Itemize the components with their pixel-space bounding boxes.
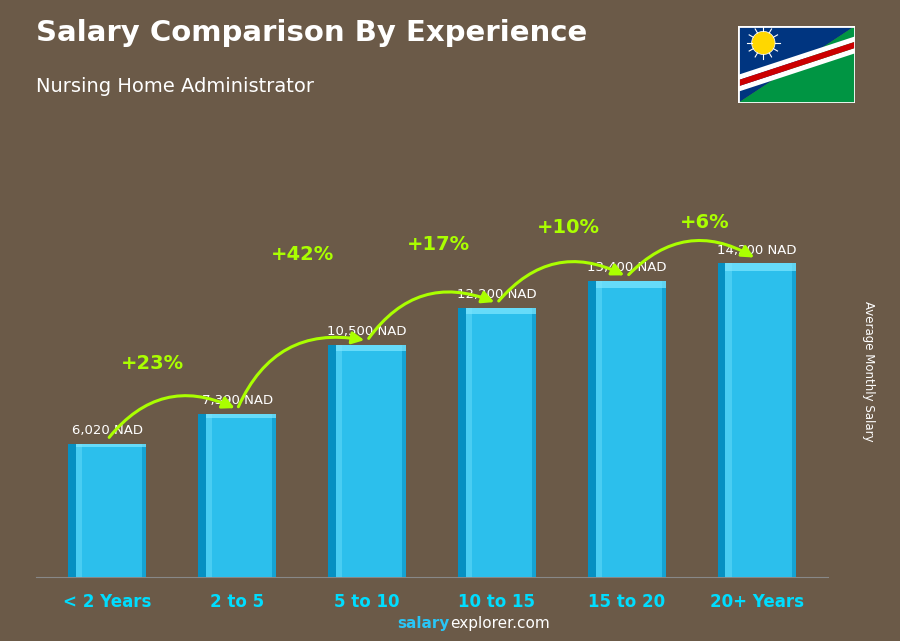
Bar — [68, 444, 76, 577]
Text: Salary Comparison By Experience: Salary Comparison By Experience — [36, 19, 587, 47]
Text: 6,020 NAD: 6,020 NAD — [72, 424, 143, 437]
Text: +10%: +10% — [536, 218, 599, 237]
Text: +6%: +6% — [680, 213, 730, 232]
Text: Average Monthly Salary: Average Monthly Salary — [862, 301, 875, 442]
Bar — [725, 263, 732, 577]
Text: explorer.com: explorer.com — [450, 617, 550, 631]
Text: +42%: +42% — [271, 245, 334, 264]
Bar — [662, 281, 666, 577]
Text: +17%: +17% — [407, 235, 470, 254]
Text: 13,400 NAD: 13,400 NAD — [587, 262, 667, 274]
Bar — [142, 444, 147, 577]
Polygon shape — [738, 42, 855, 87]
Polygon shape — [738, 26, 855, 103]
Bar — [717, 263, 725, 577]
Bar — [76, 444, 147, 447]
Text: +23%: +23% — [122, 354, 184, 373]
Bar — [402, 345, 406, 577]
Bar — [76, 444, 83, 577]
Bar — [328, 345, 406, 577]
Polygon shape — [738, 48, 855, 92]
Text: salary: salary — [398, 617, 450, 631]
Bar — [596, 281, 666, 288]
Text: 14,200 NAD: 14,200 NAD — [716, 244, 796, 257]
Text: 10,500 NAD: 10,500 NAD — [328, 326, 407, 338]
Bar — [206, 413, 212, 577]
Text: 12,200 NAD: 12,200 NAD — [457, 288, 536, 301]
Bar — [458, 308, 466, 577]
Bar — [717, 263, 796, 577]
Polygon shape — [738, 26, 855, 103]
Bar — [458, 308, 536, 577]
Bar — [588, 281, 596, 577]
Text: Nursing Home Administrator: Nursing Home Administrator — [36, 77, 314, 96]
Bar — [466, 308, 472, 577]
Bar — [532, 308, 536, 577]
Bar — [328, 345, 336, 577]
Bar — [206, 413, 276, 418]
Bar — [273, 413, 276, 577]
Bar — [336, 345, 406, 351]
Bar — [198, 413, 206, 577]
Bar — [198, 413, 276, 577]
Bar — [588, 281, 666, 577]
Circle shape — [752, 31, 775, 54]
Bar — [596, 281, 602, 577]
Text: 7,390 NAD: 7,390 NAD — [202, 394, 273, 407]
Bar — [466, 308, 536, 314]
Bar — [68, 444, 147, 577]
Bar — [336, 345, 342, 577]
Polygon shape — [738, 37, 855, 80]
Bar — [792, 263, 796, 577]
Bar — [725, 263, 796, 271]
